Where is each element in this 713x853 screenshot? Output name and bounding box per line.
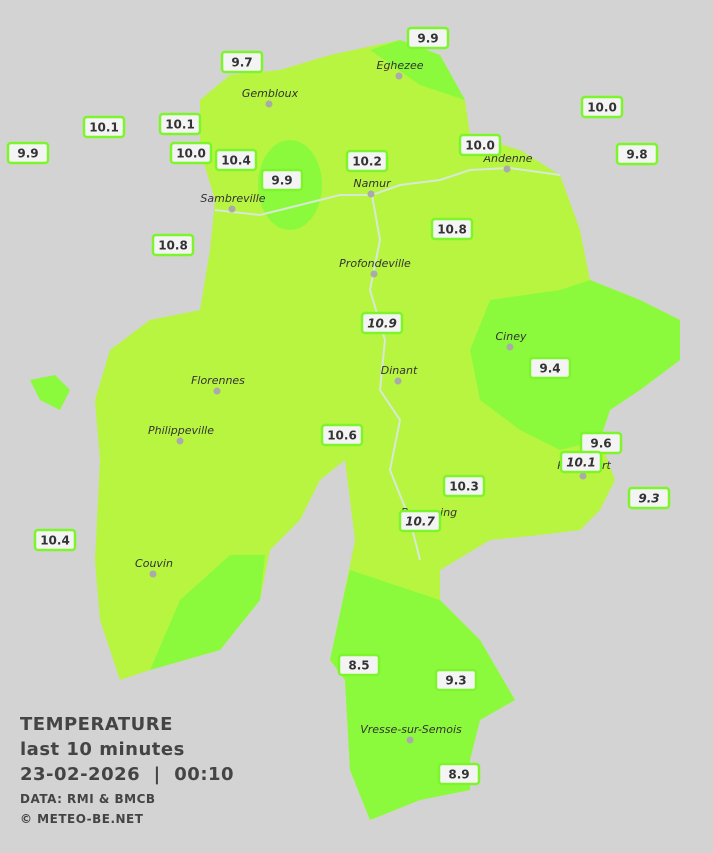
station-box [169,141,213,165]
city-name: Vresse-sur-Semois [360,723,462,736]
city-dot [406,736,414,744]
station-value: 10.3 [449,480,479,494]
city-name: Couvin [135,557,173,570]
city-name: Ciney [496,330,527,343]
station-box [528,356,572,380]
station-value: 10.4 [40,534,70,548]
city-dot [176,437,184,445]
station-box [6,141,50,165]
station-value: 10.2 [352,155,382,169]
city-dot [149,570,157,578]
source: DATA: RMI & BMCB [20,792,156,806]
station-value: 10.1 [89,121,119,135]
city-name: Namur [353,177,392,190]
station-value: 9.8 [626,148,647,162]
station-box [615,142,659,166]
station-box [33,528,77,552]
city-dot [367,190,375,198]
city-dot [394,377,402,385]
station-box [220,50,264,74]
station-box [434,668,478,692]
station-box [158,112,202,136]
station-box [559,450,603,474]
station-box [260,168,304,192]
city-name: Profondeville [339,257,411,270]
station-value: 10.0 [587,101,617,115]
station-value: 10.4 [221,154,251,168]
station-box [627,486,671,510]
station-box [442,474,486,498]
station-value: 8.5 [348,659,369,673]
station-value: 8.9 [448,768,469,782]
station-value: 9.3 [638,492,659,506]
station-value: 10.0 [176,147,206,161]
station-value: 9.7 [231,56,252,70]
city-name: Gembloux [242,87,299,100]
station-value: 9.6 [590,437,611,451]
station-value: 10.8 [158,239,188,253]
title: TEMPERATURE [20,714,173,735]
stations: 9.9 9.7 10.0 10.1 10.1 9.9 10.0 10.4 9.9 10.2 10.0… [6,26,671,786]
date: 23-02-2026 | 00:10 [20,764,234,785]
city-name: Philippeville [148,424,214,437]
city-dot [503,165,511,173]
credit: © METEO-BE.NET [20,812,144,826]
station-value: 10.9 [367,317,397,331]
station-value: 9.9 [417,32,438,46]
city-name: Florennes [191,374,245,387]
station-value: 10.6 [327,429,357,443]
station-value: 9.3 [445,674,466,688]
city-dot [213,387,221,395]
city-dot [395,72,403,80]
station-box [458,133,502,157]
station-value: 10.8 [437,223,467,237]
station-value: 10.1 [165,118,195,132]
station-value: 9.9 [17,147,38,161]
subtitle: last 10 minutes [20,739,185,760]
city-name: Sambreville [200,192,265,205]
station-box [430,217,474,241]
station-value: 10.7 [405,515,435,529]
station-box [345,149,389,173]
station-box [406,26,450,50]
station-value: 9.4 [539,362,560,376]
station-value: 10.1 [566,456,596,470]
city-dot [370,270,378,278]
city-name: Dinant [381,364,418,377]
station-box [82,115,126,139]
station-box [580,95,624,119]
station-value: 10.0 [465,139,495,153]
station-value: 9.9 [271,174,292,188]
city-dot [579,472,587,480]
city-dot [506,343,514,351]
station-box [320,423,364,447]
station-box [214,148,258,172]
station-box [360,311,404,335]
station-box [437,762,481,786]
station-box [337,653,381,677]
province [30,40,680,820]
city-name: Eghezee [377,59,424,72]
city-dot [265,100,273,108]
city-dot [228,205,236,213]
station-box [398,509,442,533]
station-box [151,233,195,257]
